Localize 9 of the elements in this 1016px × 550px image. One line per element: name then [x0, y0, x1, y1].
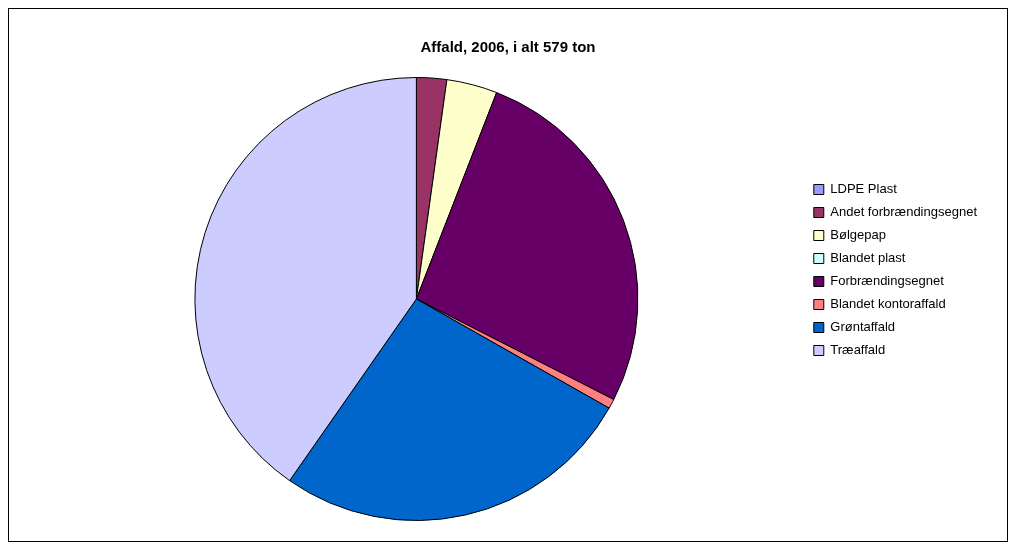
legend-label: Blandet kontoraffald	[830, 296, 946, 312]
legend-label: Andet forbrændingsegnet	[830, 204, 978, 220]
legend-label: Blandet plast	[830, 250, 906, 266]
chart-title: Affald, 2006, i alt 579 ton	[420, 38, 596, 56]
legend-label: LDPE Plast	[830, 181, 898, 197]
legend-label: Forbrændingsegnet	[830, 273, 945, 289]
legend-label: Bølgepap	[830, 227, 886, 243]
legend-label: Grøntaffald	[830, 319, 896, 335]
legend-label: Træaffald	[830, 342, 886, 358]
